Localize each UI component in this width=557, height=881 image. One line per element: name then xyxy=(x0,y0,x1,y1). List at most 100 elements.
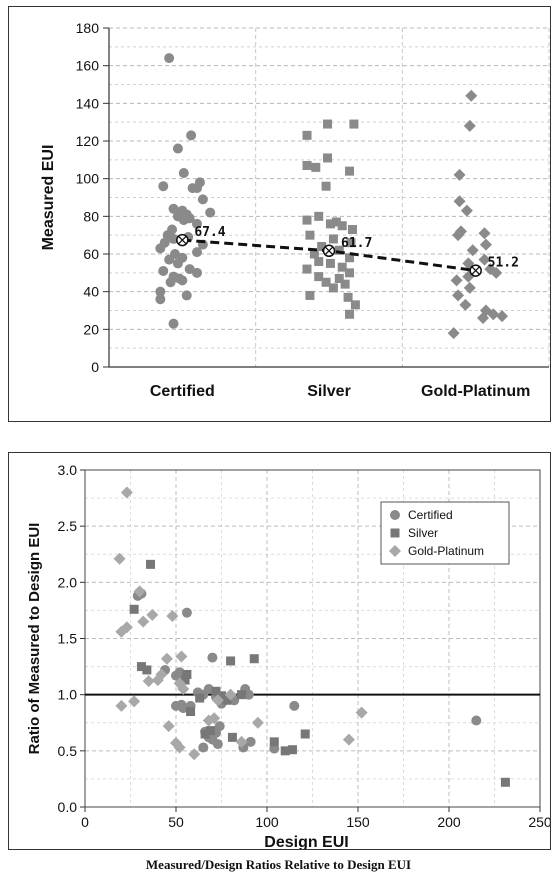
data-point-gold-platinum xyxy=(251,716,264,729)
data-point-certified xyxy=(214,721,225,732)
data-point-gold-platinum xyxy=(120,486,133,499)
data-point-silver xyxy=(349,119,359,129)
legend-marker xyxy=(389,545,401,557)
data-point-certified xyxy=(172,143,183,154)
data-point-silver xyxy=(328,234,338,244)
data-point-certified xyxy=(158,265,169,276)
x-tick-label: 150 xyxy=(346,814,370,830)
ratio-chart-panel: 0 50 100 150 200 250 0.0 0.5 1.0 1.5 2.0 2.5 3.0 Cert… xyxy=(8,452,551,850)
data-point-silver xyxy=(182,669,192,679)
data-point-certified xyxy=(192,183,202,194)
data-point-gold-platinum xyxy=(211,694,224,707)
data-point-silver xyxy=(269,737,279,747)
data-point-silver xyxy=(249,654,259,664)
data-point-gold-platinum xyxy=(166,610,179,623)
data-point-certified xyxy=(178,215,189,226)
category-label: Silver xyxy=(307,383,351,400)
data-point-gold-platinum xyxy=(453,168,466,181)
y-tick-label: 80 xyxy=(83,208,99,224)
y-tick-label: 0.0 xyxy=(58,799,78,815)
data-point-silver xyxy=(227,732,237,742)
data-point-silver xyxy=(350,300,360,310)
data-point-certified xyxy=(155,286,166,297)
data-point-silver xyxy=(302,215,312,225)
y-tick-label: 0 xyxy=(91,359,99,375)
data-point-gold-platinum xyxy=(452,229,465,242)
data-point-certified xyxy=(207,652,218,663)
data-point-gold-platinum xyxy=(342,733,355,746)
y-tick-label: 20 xyxy=(83,321,99,337)
y-tick-label: 1.5 xyxy=(58,631,78,647)
data-point-certified xyxy=(155,243,166,254)
data-point-gold-platinum xyxy=(160,652,173,665)
data-point-silver xyxy=(325,258,335,268)
data-point-silver xyxy=(237,690,247,700)
data-point-certified xyxy=(172,258,183,269)
y-tick-label: 140 xyxy=(76,95,100,111)
data-point-certified xyxy=(245,736,256,747)
data-point-silver xyxy=(314,257,324,267)
data-point-certified xyxy=(168,233,179,244)
data-point-silver xyxy=(314,211,324,221)
data-point-gold-platinum xyxy=(202,714,215,727)
y-tick-label: 120 xyxy=(76,133,100,149)
data-point-gold-platinum xyxy=(466,244,479,257)
data-point-silver xyxy=(321,277,331,287)
data-point-gold-platinum xyxy=(128,695,141,708)
data-point-silver xyxy=(200,729,210,739)
y-axis-title: Ratio of Measured to Design EUI xyxy=(26,523,43,755)
data-point-certified xyxy=(165,277,176,288)
legend-marker xyxy=(390,528,400,538)
data-point-certified xyxy=(205,207,216,218)
y-tick-label: 100 xyxy=(76,171,100,187)
data-point-gold-platinum xyxy=(142,675,155,688)
data-point-gold-platinum xyxy=(450,274,463,287)
data-point-silver xyxy=(343,292,353,302)
data-point-certified xyxy=(168,203,179,214)
data-point-silver xyxy=(337,262,347,272)
legend-label: Silver xyxy=(408,526,438,540)
mean-value-label: 67.4 xyxy=(194,225,225,240)
data-point-silver xyxy=(136,662,146,672)
data-point-gold-platinum xyxy=(463,119,476,132)
data-point-silver xyxy=(346,238,356,248)
data-point-silver xyxy=(309,249,319,259)
y-tick-label: 2.5 xyxy=(58,518,78,534)
y-axis-title: Measured EUI xyxy=(40,145,57,251)
data-point-silver xyxy=(280,746,290,756)
y-tick-label: 40 xyxy=(83,284,99,300)
data-point-certified xyxy=(164,254,175,265)
mean-marker-cross xyxy=(177,235,187,245)
data-point-silver xyxy=(347,225,357,235)
legend-marker xyxy=(390,510,400,520)
mean-value-label: 61.7 xyxy=(341,236,372,251)
data-point-silver xyxy=(305,290,315,300)
data-point-gold-platinum xyxy=(453,195,466,208)
data-point-gold-platinum xyxy=(146,608,159,621)
data-point-silver xyxy=(186,707,196,717)
data-point-gold-platinum xyxy=(459,298,472,311)
data-point-gold-platinum xyxy=(162,720,175,733)
data-point-certified xyxy=(471,715,482,726)
data-point-gold-platinum xyxy=(208,712,221,725)
mean-marker-cross xyxy=(324,246,334,256)
x-tick-label: 0 xyxy=(81,814,89,830)
y-tick-label: 0.5 xyxy=(58,743,78,759)
category-label: Gold-Platinum xyxy=(421,383,530,400)
data-point-gold-platinum xyxy=(460,204,473,217)
data-point-silver xyxy=(217,691,226,701)
data-point-certified xyxy=(203,684,214,695)
mean-marker-cross xyxy=(471,266,481,276)
data-point-silver xyxy=(321,181,331,191)
data-point-silver xyxy=(300,729,310,739)
data-point-certified xyxy=(192,267,202,278)
data-point-certified xyxy=(192,247,202,258)
y-tick-label: 60 xyxy=(83,246,99,262)
data-point-silver xyxy=(328,283,338,293)
data-point-gold-platinum xyxy=(115,699,128,712)
measured-eui-by-certification-chart: 0 20 40 60 80 100 120 140 160 180 Certified Silver G… xyxy=(40,20,550,400)
data-point-silver xyxy=(302,160,312,170)
data-point-gold-platinum xyxy=(355,706,368,719)
data-point-gold-platinum xyxy=(137,615,150,628)
data-point-silver xyxy=(340,279,350,289)
